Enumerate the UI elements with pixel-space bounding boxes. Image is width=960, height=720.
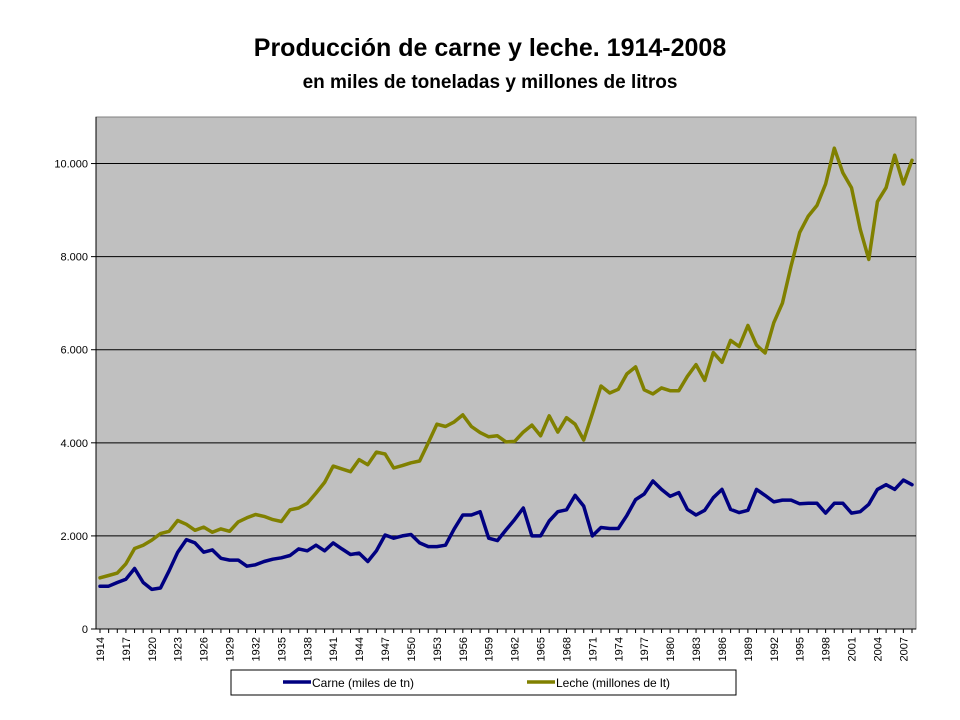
x-tick-label: 1962 — [510, 637, 522, 661]
x-tick-label: 1992 — [769, 637, 781, 661]
x-tick-label: 1920 — [147, 637, 159, 661]
x-tick-label: 1971 — [587, 637, 599, 661]
x-tick-label: 1926 — [199, 637, 211, 661]
x-tick-label: 1956 — [458, 637, 470, 661]
x-tick-label: 2004 — [872, 637, 884, 661]
y-tick-label: 4.000 — [60, 438, 88, 450]
series-line — [98, 478, 914, 592]
x-tick-label: 1989 — [743, 637, 755, 661]
x-tick-label: 1953 — [432, 637, 444, 661]
x-tick-label: 1941 — [328, 637, 340, 661]
x-tick-label: 2001 — [847, 637, 859, 661]
x-tick-label: 2007 — [898, 637, 910, 661]
x-tick-label: 1974 — [613, 637, 625, 661]
plot-area — [95, 116, 917, 630]
legend: Carne (miles de tn) Leche (millones de lt… — [230, 669, 737, 696]
x-tick-label: 1995 — [795, 637, 807, 661]
x-tick-label: 1983 — [691, 637, 703, 661]
legend-label: Leche (millones de lt) — [556, 676, 670, 690]
x-tick-label: 1965 — [536, 637, 548, 661]
x-tick-label: 1968 — [561, 637, 573, 661]
x-tick-label: 1938 — [302, 637, 314, 661]
x-tick-label: 1944 — [354, 637, 366, 661]
x-tick-label: 1950 — [406, 637, 418, 661]
y-tick-label: 8.000 — [60, 252, 88, 264]
x-tick-label: 1998 — [821, 637, 833, 661]
x-tick-label: 1929 — [225, 637, 237, 661]
legend-box — [230, 669, 737, 696]
series-line — [98, 146, 914, 580]
y-tick-label: 2.000 — [60, 531, 88, 543]
x-tick-label: 1986 — [717, 637, 729, 661]
legend-label: Carne (miles de tn) — [312, 676, 414, 690]
x-axis: 1914 1917 1920 1923 1926 1929 1932 1935 1938 1941… — [95, 628, 916, 661]
y-axis: 0 2.000 4.000 6.000 8.000 10.000 — [54, 117, 97, 636]
x-tick-label: 1917 — [121, 637, 133, 661]
chart-subtitle: en miles de toneladas y millones de litr… — [302, 72, 678, 93]
x-tick-label: 1980 — [665, 637, 677, 661]
y-tick-label: 0 — [82, 624, 88, 636]
x-tick-label: 1914 — [95, 637, 107, 661]
x-tick-label: 1935 — [276, 637, 288, 661]
x-tick-label: 1932 — [250, 637, 262, 661]
chart-title: Producción de carne y leche. 1914-2008 — [253, 34, 727, 62]
series-lines — [98, 146, 914, 592]
y-tick-label: 10.000 — [54, 159, 88, 171]
x-tick-label: 1947 — [380, 637, 392, 661]
x-tick-label: 1977 — [639, 637, 651, 661]
y-tick-label: 6.000 — [60, 345, 88, 357]
x-tick-label: 1923 — [173, 637, 185, 661]
x-tick-label: 1959 — [484, 637, 496, 661]
